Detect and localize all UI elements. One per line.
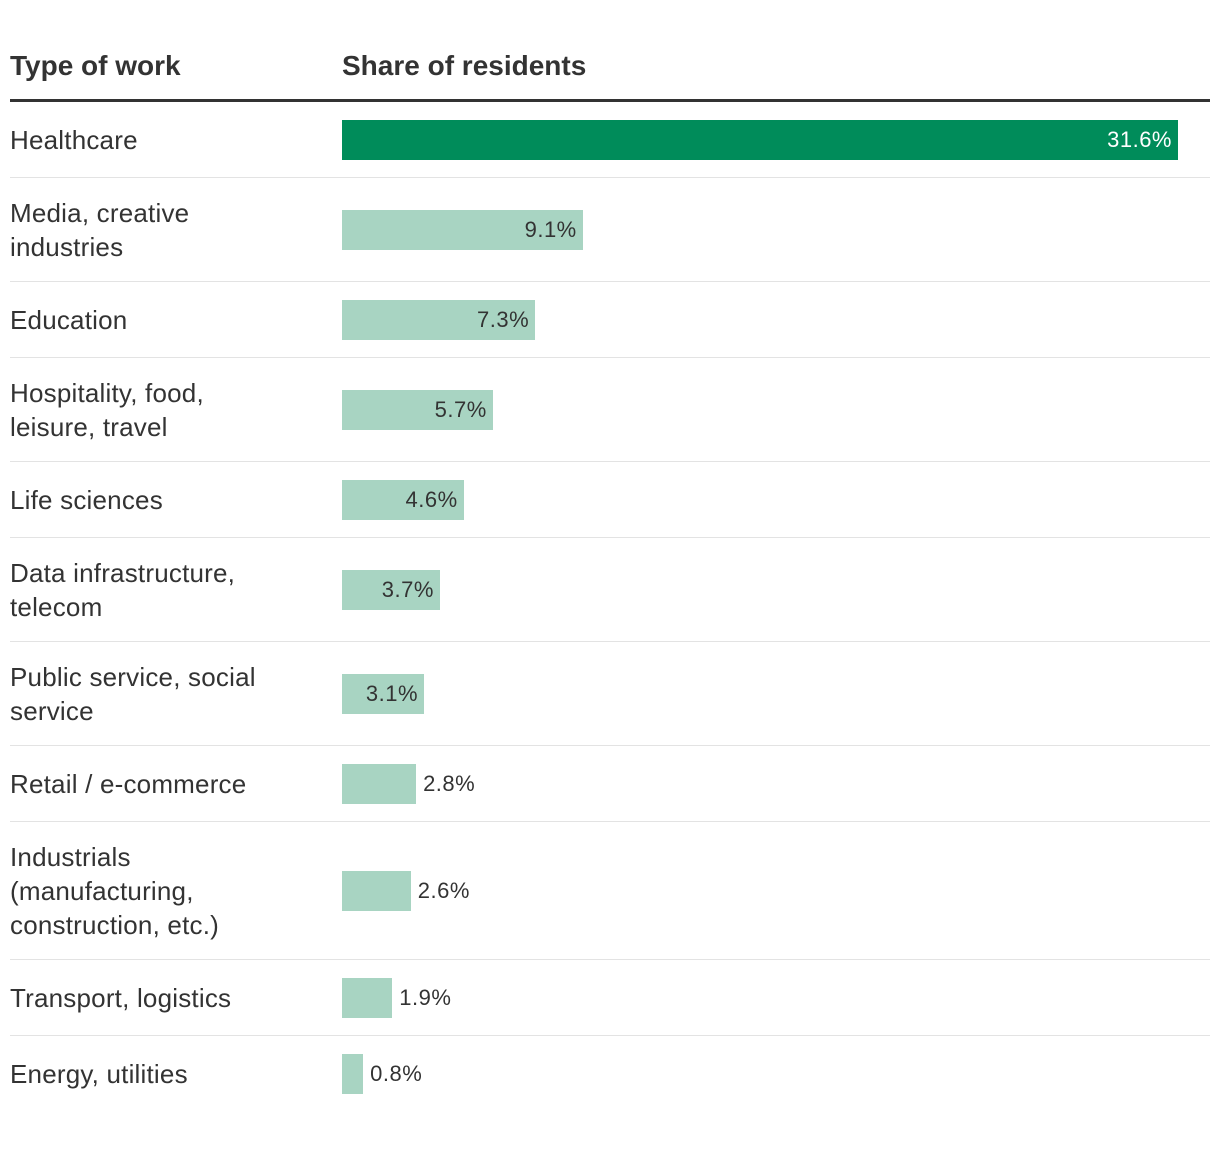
category-label-line: (manufacturing, [10,876,194,906]
category-label-line: Retail / e-commerce [10,769,247,799]
table-row: Public service, social service 3.1% [10,642,1210,746]
table-row: Transport, logistics 1.9% [10,960,1210,1036]
category-label-line: Industrials [10,842,131,872]
bar [342,570,440,610]
table-row: Media, creative industries 9.1% [10,178,1210,282]
category-label-line: Education [10,305,128,335]
category-label-line: service [10,696,94,726]
category-label-line: Transport, logistics [10,983,232,1013]
category-label: Transport, logistics [10,981,310,1015]
table-row: Industrials (manufacturing, construction, … [10,822,1210,960]
table-row: Hospitality, food, leisure, travel 5.7% [10,358,1210,462]
bar [342,764,417,804]
bar [342,480,464,520]
bar [342,978,393,1018]
table-header: Type of work Share of residents [10,40,1210,102]
category-label-line: Energy, utilities [10,1059,188,1089]
category-label-line: telecom [10,592,103,622]
category-label-line: Public service, social [10,662,256,692]
bar-value-label: 3.1% [365,681,419,706]
table-row: Energy, utilities 0.8% [10,1036,1210,1112]
category-label: Hospitality, food, leisure, travel [10,376,310,444]
bar [342,120,1178,160]
category-label: Media, creative industries [10,196,310,264]
category-label-line: Hospitality, food, [10,378,204,408]
bar-value-label: 0.8% [370,1061,423,1086]
bar [342,1054,364,1094]
category-label-line: leisure, travel [10,412,168,442]
bar-value-label: 5.7% [434,397,487,422]
table-row: Retail / e-commerce 2.8% [10,746,1210,822]
category-label: Healthcare [10,123,310,157]
category-label-line: Healthcare [10,125,138,155]
category-label: Retail / e-commerce [10,767,310,801]
table-row: Education 7.3% [10,282,1210,358]
table-row: Data infrastructure, telecom 3.7% [10,538,1210,642]
category-label: Education [10,303,310,337]
category-label: Data infrastructure, telecom [10,556,310,624]
category-label-line: industries [10,232,124,262]
column-header-type-of-work: Type of work [10,50,181,81]
bar-value-label: 2.6% [417,878,470,903]
category-label-line: Life sciences [10,485,163,515]
column-header-share-of-residents: Share of residents [342,50,587,81]
table-row: Life sciences 4.6% [10,462,1210,538]
category-label: Energy, utilities [10,1057,310,1091]
bar [342,210,583,250]
bar-value-label: 7.3% [476,307,530,332]
bar [342,390,493,430]
bar-value-label: 2.8% [423,771,476,796]
bar-value-label: 3.7% [381,577,434,602]
bar [342,674,424,714]
category-label: Public service, social service [10,660,310,728]
category-label: Life sciences [10,483,310,517]
bar-value-label: 1.9% [399,985,452,1010]
bar [342,871,411,911]
bar-value-label: 31.6% [1107,127,1172,152]
category-label-line: construction, etc.) [10,910,219,940]
category-label-line: Media, creative [10,198,190,228]
bar-value-label: 4.6% [405,487,458,512]
bar [342,300,536,340]
table-row: Healthcare 31.6% [10,102,1210,178]
bar-value-label: 9.1% [524,217,577,242]
category-label: Industrials (manufacturing, construction, … [10,840,310,942]
category-label-line: Data infrastructure, [10,558,236,588]
